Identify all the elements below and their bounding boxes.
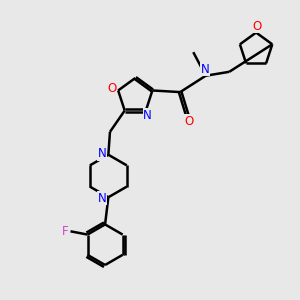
Text: O: O <box>108 82 117 95</box>
Text: F: F <box>62 225 69 238</box>
Text: O: O <box>184 115 194 128</box>
Text: N: N <box>201 63 209 76</box>
Text: O: O <box>252 20 261 32</box>
Text: N: N <box>98 192 106 205</box>
Text: N: N <box>98 147 106 160</box>
Text: N: N <box>143 109 152 122</box>
